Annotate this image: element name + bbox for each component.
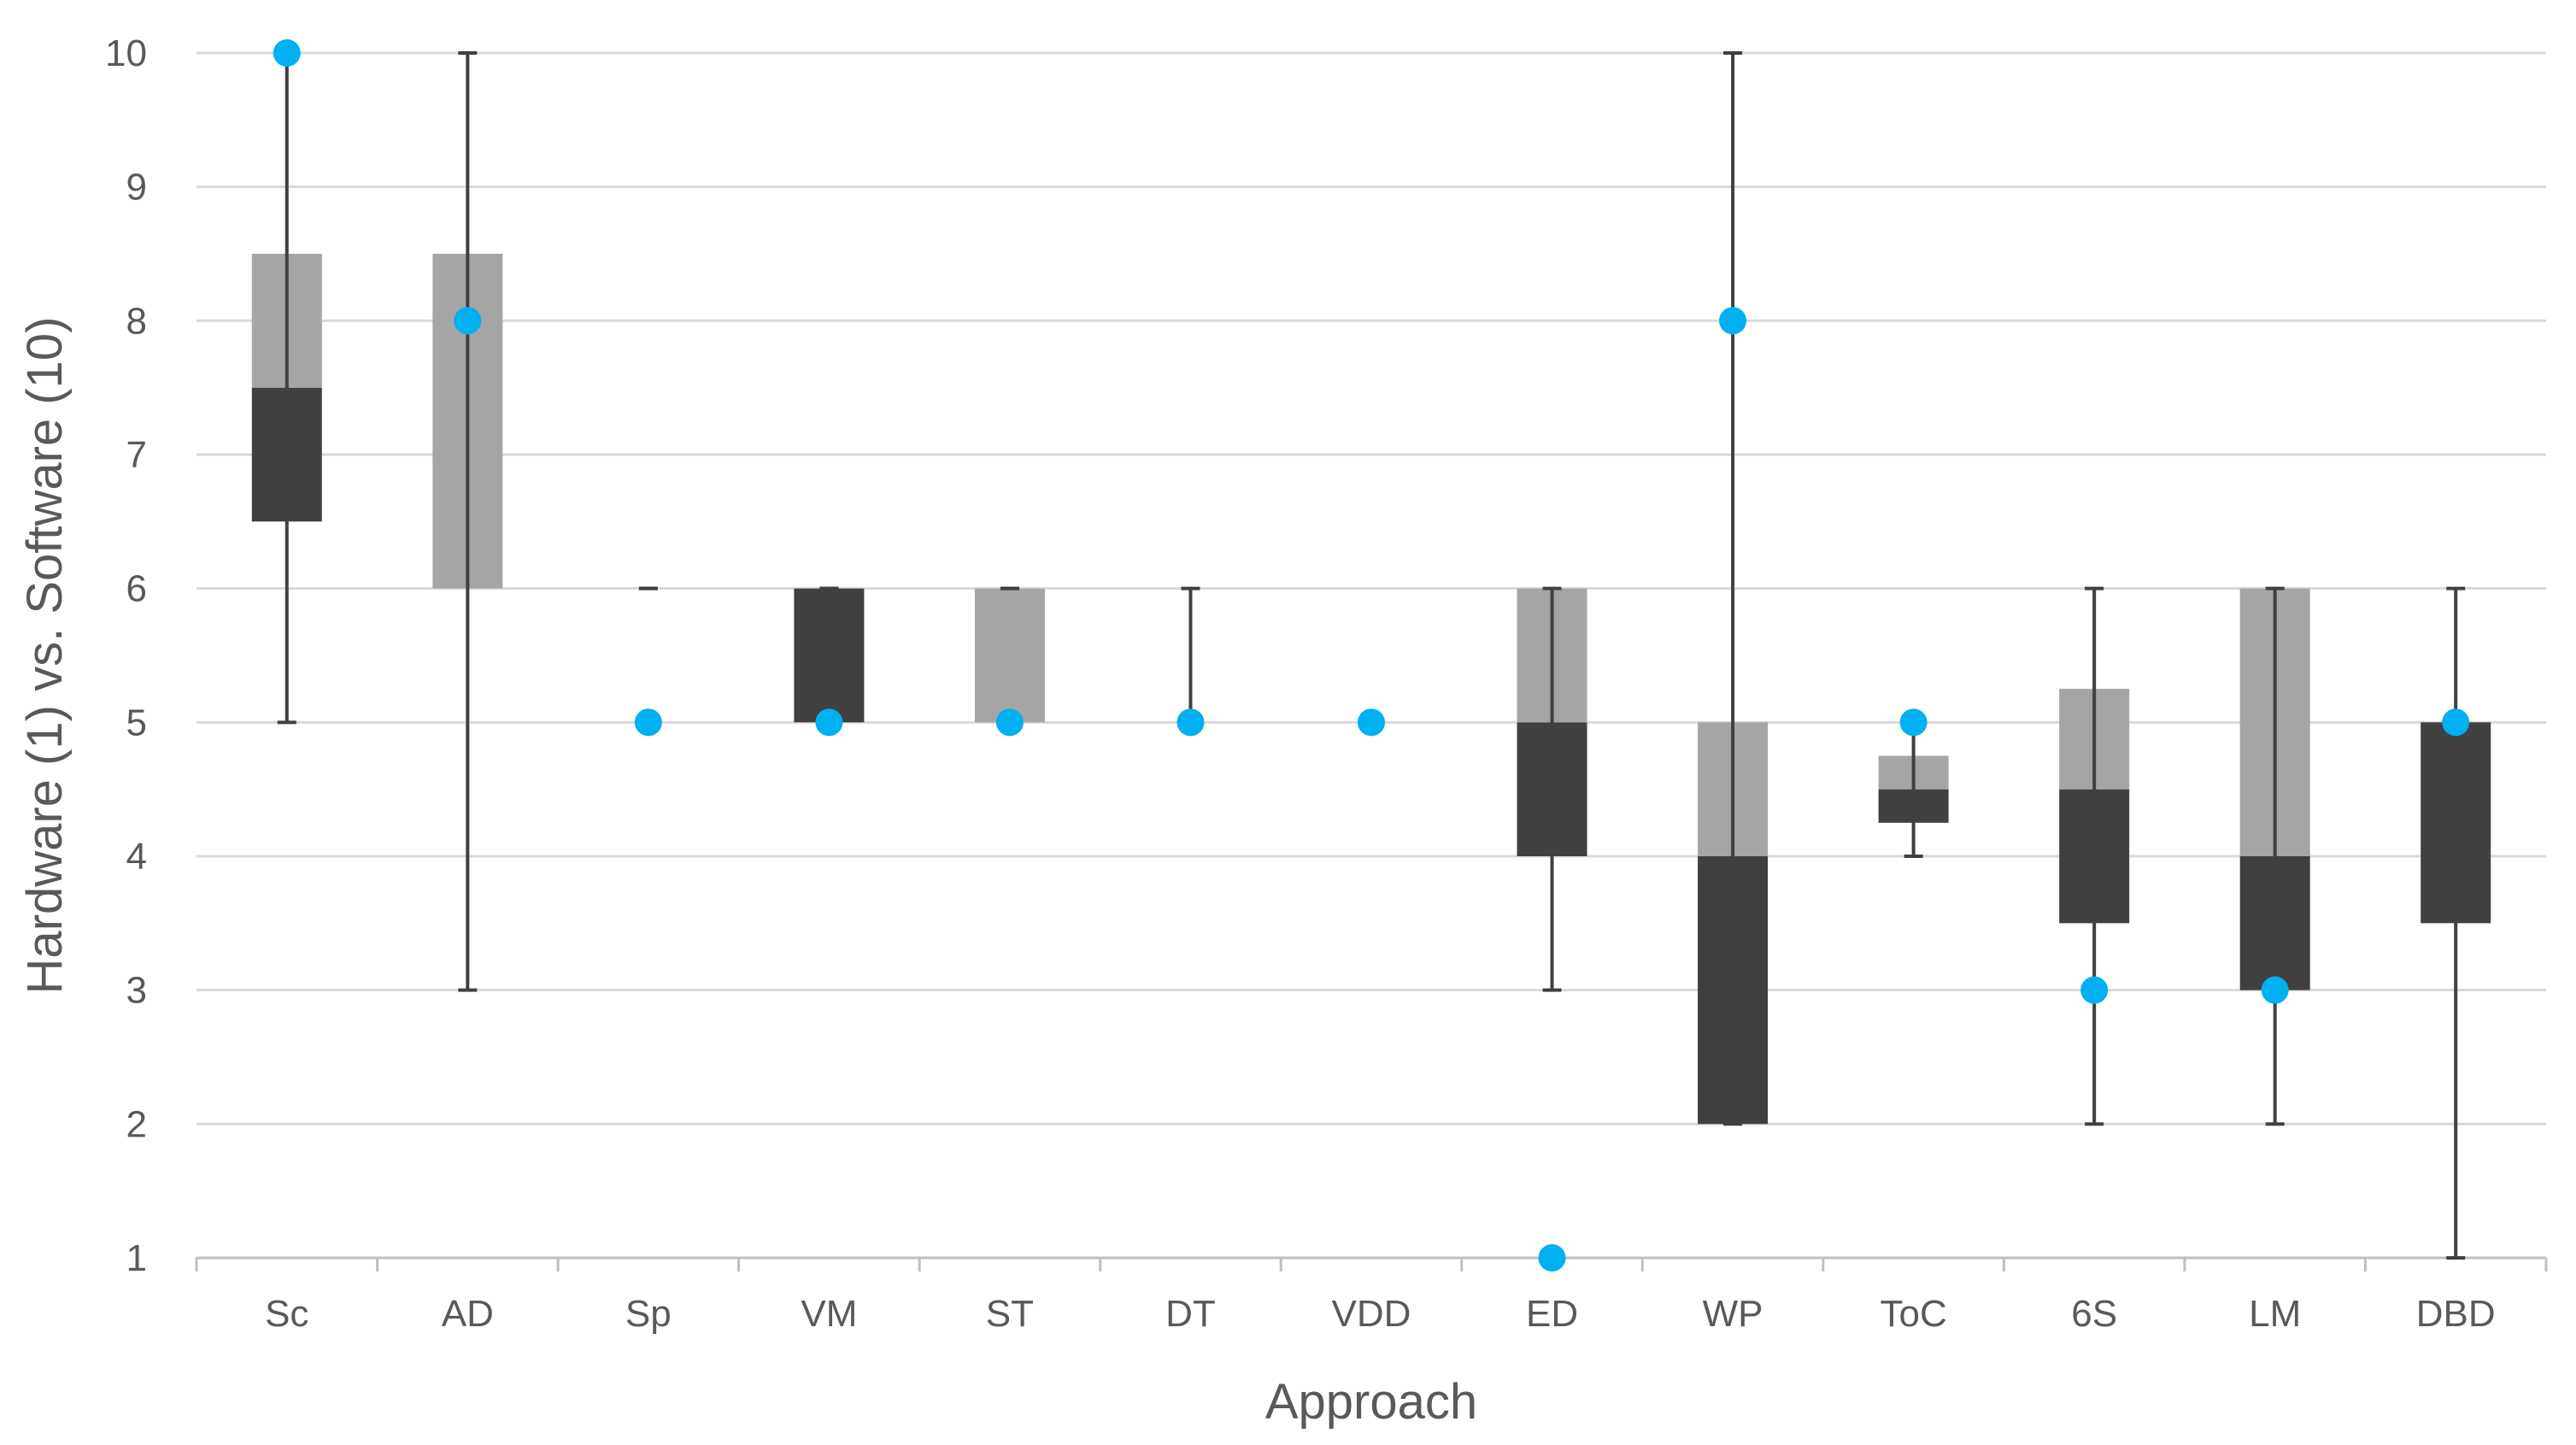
point-LM <box>2261 976 2289 1004</box>
upper-box-ST <box>974 588 1045 723</box>
x-tick-label: LM <box>2249 1293 2301 1335</box>
x-tick-label: ST <box>986 1293 1034 1335</box>
x-tick-label: WP <box>1703 1293 1763 1335</box>
point-ToC <box>1899 708 1928 737</box>
box-VM <box>794 586 865 723</box>
y-axis-title: Hardware (1) vs. Software (10) <box>17 317 73 995</box>
point-Sc <box>273 39 301 67</box>
x-tick-label: ED <box>1526 1293 1578 1335</box>
box-DT <box>1181 586 1200 725</box>
x-tick-label: Sp <box>625 1293 672 1335</box>
point-VM <box>815 708 843 737</box>
point-DBD <box>2442 708 2470 737</box>
lower-box-VM <box>794 588 865 723</box>
box-6S <box>2059 586 2130 1126</box>
point-AD <box>454 307 482 335</box>
x-tick-label: 6S <box>2071 1293 2117 1335</box>
y-tick-label: 7 <box>126 434 147 476</box>
x-tick-label: DBD <box>2416 1293 2496 1335</box>
box-LM <box>2239 586 2310 1126</box>
y-tick-label: 9 <box>126 167 147 209</box>
x-tick-label: VDD <box>1332 1293 1411 1335</box>
point-Sp <box>634 708 662 737</box>
box-Sc <box>251 51 322 725</box>
x-tick-label: AD <box>442 1293 494 1335</box>
point-DT <box>1177 708 1205 737</box>
y-tick-label: 5 <box>126 702 147 743</box>
x-tick-label: DT <box>1165 1293 1216 1335</box>
x-axis-title: Approach <box>1265 1374 1477 1430</box>
y-tick-label: 4 <box>126 836 147 878</box>
x-tick-label: VM <box>801 1293 857 1335</box>
boxes <box>251 51 2491 1260</box>
point-6S <box>2080 976 2109 1004</box>
y-tick-label: 10 <box>105 32 147 74</box>
point-ST <box>995 708 1024 737</box>
box-AD <box>432 51 503 992</box>
box-DBD <box>2421 586 2491 1260</box>
point-VDD <box>1358 708 1385 737</box>
y-tick-label: 6 <box>126 568 147 610</box>
y-tick-label: 2 <box>126 1103 147 1145</box>
x-tick-label: Sc <box>265 1293 308 1335</box>
point-WP <box>1719 307 1747 335</box>
gridlines <box>197 51 2546 1125</box>
box-ST <box>974 586 1045 723</box>
x-tick-label: ToC <box>1880 1293 1946 1335</box>
x-axis <box>195 1256 2548 1272</box>
y-tick-label: 8 <box>126 300 147 342</box>
points <box>273 39 2470 1272</box>
box-ToC <box>1878 720 1949 858</box>
point-ED <box>1538 1244 1566 1272</box>
box-ED <box>1517 586 1587 992</box>
y-tick-label: 3 <box>126 970 147 1012</box>
box-WP <box>1698 51 1769 1126</box>
y-tick-label: 1 <box>126 1237 147 1279</box>
tick-labels: 1 2 3 4 5 6 7 8 9 10 Sc AD Sp VM ST DT VDD ED WP ToC 6S LM DBD <box>105 32 2496 1335</box>
